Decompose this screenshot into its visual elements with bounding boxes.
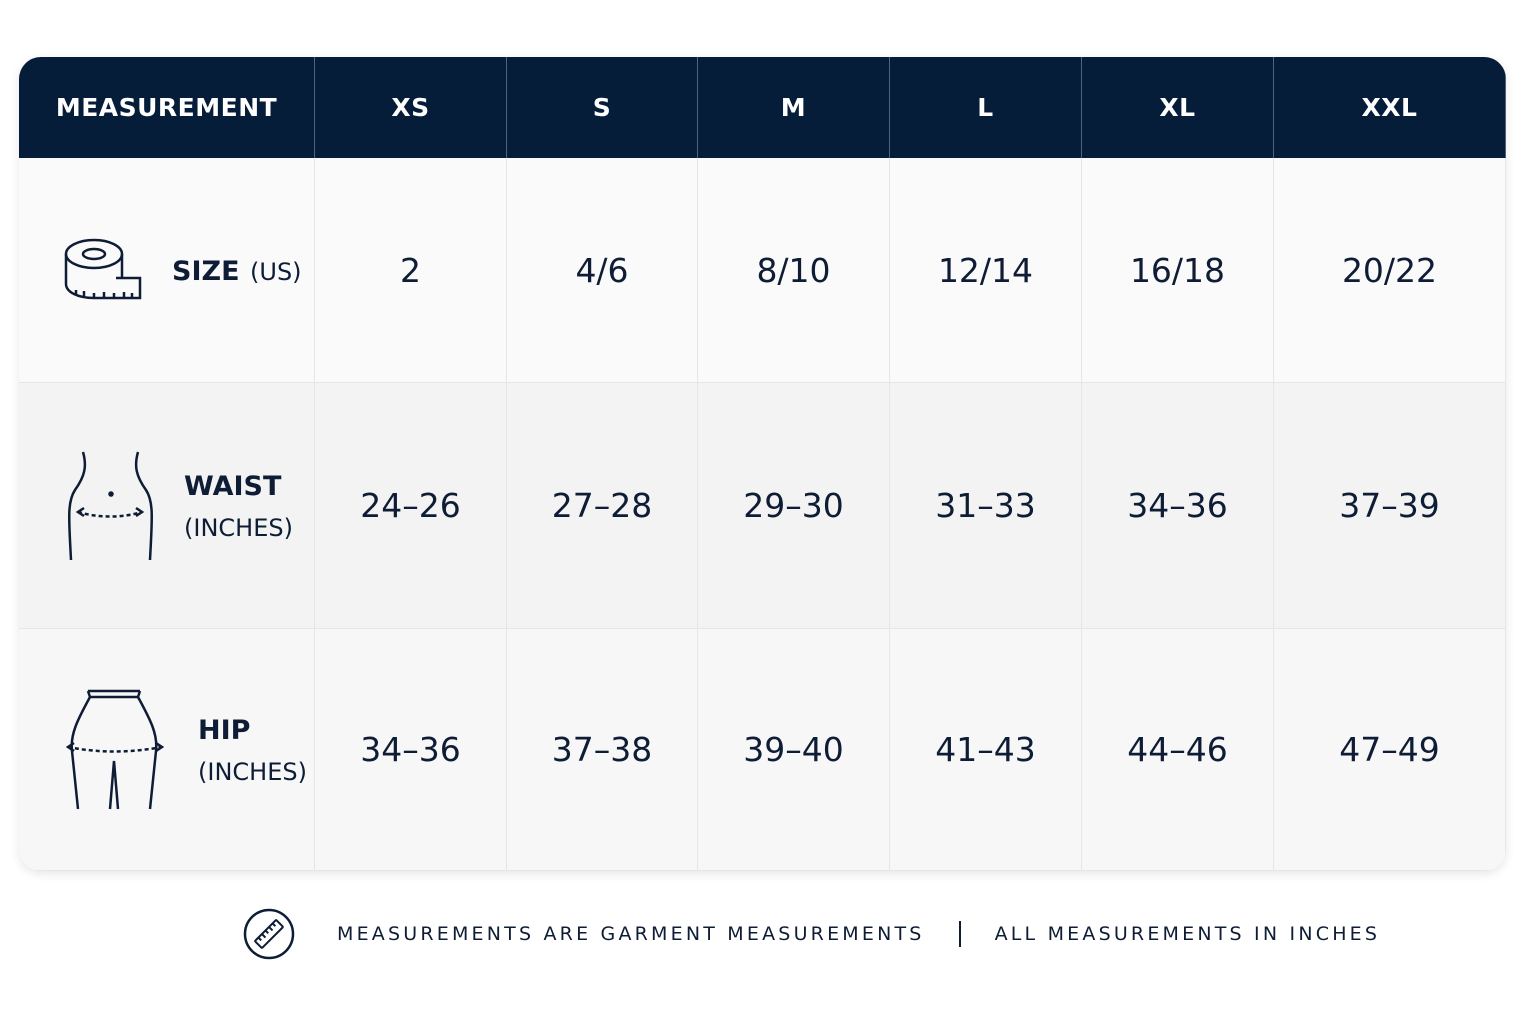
header-text: MEASUREMENT (55, 93, 278, 122)
header-cell: XL (1082, 57, 1274, 158)
value-cell: 37–38 (507, 629, 698, 871)
separator (958, 921, 961, 947)
header-cell: S (507, 57, 698, 158)
label-name: SIZE (172, 255, 240, 287)
value-text: 20/22 (1341, 250, 1438, 290)
footer: MEASUREMENTS ARE GARMENT MEASUREMENTS AL… (243, 908, 1380, 960)
value-text: 41–43 (935, 730, 1036, 769)
value-cell: 37–39 (1274, 383, 1506, 629)
label-unit: (INCHES) (198, 757, 307, 786)
label-text: HIP (INCHES) (198, 709, 307, 791)
value-text: 24–26 (360, 486, 461, 525)
header-text: XS (391, 93, 430, 122)
value-text: 16/18 (1129, 250, 1226, 290)
value-cell: 27–28 (507, 383, 698, 629)
value-cell: 4/6 (507, 158, 698, 383)
value-cell: 24–26 (315, 383, 507, 629)
label-name: WAIST (184, 470, 282, 502)
value-text: 37–39 (1339, 486, 1440, 525)
value-text: 29–30 (743, 486, 844, 525)
header-text: S (592, 93, 612, 122)
value-cell: 39–40 (698, 629, 890, 871)
header-text: L (977, 93, 994, 122)
value-text: 2 (400, 250, 421, 290)
label-name: HIP (198, 714, 251, 746)
value-cell: 16/18 (1082, 158, 1274, 383)
value-text: 34–36 (360, 730, 461, 769)
value-cell: 8/10 (698, 158, 890, 383)
header-cell: MEASUREMENT (19, 57, 315, 158)
value-text: 31–33 (935, 486, 1036, 525)
value-cell: 41–43 (890, 629, 1082, 871)
value-cell: 20/22 (1274, 158, 1506, 383)
footer-note: ALL MEASUREMENTS IN INCHES (994, 923, 1381, 945)
header-text: XXL (1361, 93, 1418, 122)
value-cell: 44–46 (1082, 629, 1274, 871)
label-unit: (INCHES) (184, 513, 293, 542)
label-text: WAIST (INCHES) (184, 465, 293, 547)
header-cell: XXL (1274, 57, 1506, 158)
value-text: 47–49 (1339, 730, 1440, 769)
header-text: XL (1159, 93, 1196, 122)
label-unit: (US) (250, 257, 302, 286)
value-cell: 12/14 (890, 158, 1082, 383)
row-label: WAIST (INCHES) (19, 383, 315, 629)
value-cell: 34–36 (1082, 383, 1274, 629)
value-cell: 34–36 (315, 629, 507, 871)
value-text: 44–46 (1127, 730, 1228, 769)
header-cell: L (890, 57, 1082, 158)
value-text: 27–28 (551, 486, 653, 525)
row-label: SIZE (US) (19, 158, 315, 383)
icon (64, 238, 142, 300)
row-label: HIP (INCHES) (19, 629, 315, 871)
value-cell: 47–49 (1274, 629, 1506, 871)
value-cell: 31–33 (890, 383, 1082, 629)
value-text: 39–40 (743, 730, 844, 769)
header-cell: M (698, 57, 890, 158)
value-text: 37–38 (551, 730, 653, 769)
value-text: 8/10 (756, 250, 831, 290)
ruler-icon (243, 908, 295, 960)
value-cell: 29–30 (698, 383, 890, 629)
header-cell: XS (315, 57, 507, 158)
value-text: 34–36 (1127, 486, 1228, 525)
icon (67, 451, 154, 560)
icon (65, 689, 165, 809)
header-text: M (780, 93, 807, 122)
value-text: 4/6 (575, 250, 629, 290)
footer-note: MEASUREMENTS ARE GARMENT MEASUREMENTS (337, 923, 925, 945)
value-text: 12/14 (937, 250, 1034, 290)
value-cell: 2 (315, 158, 507, 383)
label-text: SIZE (US) (172, 250, 302, 291)
size-table: MEASUREMENT XS S M L XL XXL SIZE (US) 2 4/6 8/10 12… (19, 57, 1506, 871)
